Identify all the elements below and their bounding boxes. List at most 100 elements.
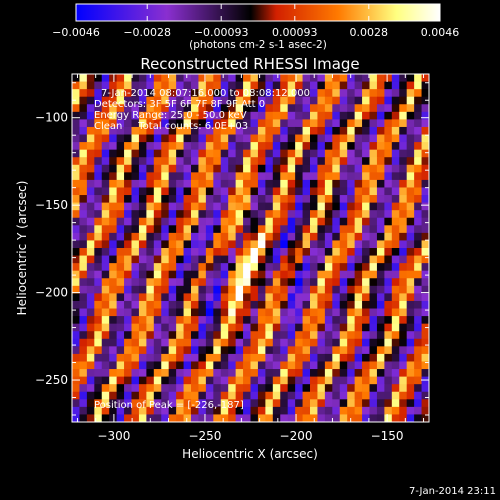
heatmap-cell bbox=[362, 255, 370, 264]
heatmap-cell bbox=[94, 293, 103, 302]
heatmap-cell bbox=[324, 119, 333, 128]
heatmap-cell bbox=[369, 187, 378, 196]
heatmap-cell bbox=[161, 255, 170, 264]
heatmap-cell bbox=[161, 104, 170, 113]
heatmap-cell bbox=[168, 149, 177, 158]
heatmap-cell bbox=[138, 164, 147, 173]
heatmap-cell bbox=[339, 225, 348, 234]
heatmap-cell bbox=[347, 323, 356, 332]
heatmap-cell bbox=[332, 323, 341, 332]
heatmap-cell bbox=[198, 391, 207, 400]
heatmap-cell bbox=[94, 232, 103, 241]
heatmap-cell bbox=[153, 353, 162, 362]
heatmap-cell bbox=[124, 369, 132, 378]
heatmap-cell bbox=[138, 255, 147, 264]
heatmap-cell bbox=[369, 89, 378, 98]
heatmap-cell bbox=[109, 263, 118, 272]
heatmap-cell bbox=[213, 331, 222, 340]
heatmap-cell bbox=[243, 369, 251, 378]
heatmap-cell bbox=[79, 96, 88, 105]
heatmap-cell bbox=[384, 119, 393, 128]
heatmap-cell bbox=[250, 142, 259, 151]
heatmap-cell bbox=[421, 119, 430, 128]
heatmap-cell bbox=[257, 369, 266, 378]
heatmap-cell bbox=[235, 210, 244, 219]
heatmap-cell bbox=[272, 369, 281, 378]
heatmap-cell bbox=[332, 376, 341, 385]
heatmap-cell bbox=[72, 157, 80, 166]
heatmap-cell bbox=[235, 187, 244, 196]
heatmap-cell bbox=[317, 179, 326, 188]
heatmap-cell bbox=[176, 346, 184, 355]
heatmap-image bbox=[72, 74, 430, 423]
heatmap-cell bbox=[257, 210, 266, 219]
heatmap-cell bbox=[391, 195, 400, 204]
heatmap-cell bbox=[376, 285, 385, 294]
heatmap-cell bbox=[399, 134, 408, 143]
heatmap-cell bbox=[272, 300, 281, 309]
heatmap-cell bbox=[94, 195, 103, 204]
heatmap-cell bbox=[79, 316, 88, 325]
heatmap-cell bbox=[191, 81, 199, 90]
heatmap-cell bbox=[384, 308, 393, 317]
heatmap-cell bbox=[138, 278, 147, 287]
heatmap-cell bbox=[94, 255, 103, 264]
heatmap-cell bbox=[295, 232, 303, 241]
heatmap-cell bbox=[191, 119, 199, 128]
heatmap-cell bbox=[399, 172, 408, 181]
heatmap-cell bbox=[109, 391, 118, 400]
heatmap-cell bbox=[228, 369, 237, 378]
heatmap-cell bbox=[161, 134, 170, 143]
heatmap-cell bbox=[280, 225, 289, 234]
heatmap-cell bbox=[228, 353, 237, 362]
heatmap-cell bbox=[228, 255, 237, 264]
heatmap-cell bbox=[324, 263, 333, 272]
heatmap-cell bbox=[347, 316, 356, 325]
heatmap-cell bbox=[243, 331, 251, 340]
heatmap-cell bbox=[384, 285, 393, 294]
heatmap-cell bbox=[250, 263, 259, 272]
heatmap-cell bbox=[86, 187, 95, 196]
heatmap-cell bbox=[250, 323, 259, 332]
heatmap-cell bbox=[168, 240, 177, 249]
heatmap-cell bbox=[324, 142, 333, 151]
heatmap-cell bbox=[153, 308, 162, 317]
heatmap-cell bbox=[354, 164, 363, 173]
heatmap-cell bbox=[339, 391, 348, 400]
heatmap-cell bbox=[302, 81, 311, 90]
heatmap-cell bbox=[109, 369, 118, 378]
heatmap-cell bbox=[391, 285, 400, 294]
heatmap-cell bbox=[376, 384, 385, 393]
heatmap-cell bbox=[332, 179, 341, 188]
heatmap-cell bbox=[399, 391, 408, 400]
heatmap-cell bbox=[72, 202, 80, 211]
heatmap-cell bbox=[376, 81, 385, 90]
heatmap-cell bbox=[228, 187, 237, 196]
heatmap-cell bbox=[265, 232, 274, 241]
heatmap-cell bbox=[302, 202, 311, 211]
heatmap-cell bbox=[183, 225, 192, 234]
heatmap-cell bbox=[198, 187, 207, 196]
heatmap-cell bbox=[347, 384, 356, 393]
heatmap-cell bbox=[339, 172, 348, 181]
heatmap-cell bbox=[250, 308, 259, 317]
heatmap-cell bbox=[191, 225, 199, 234]
heatmap-cell bbox=[146, 232, 155, 241]
heatmap-cell bbox=[265, 225, 274, 234]
heatmap-cell bbox=[205, 331, 214, 340]
heatmap-cell bbox=[391, 263, 400, 272]
heatmap-cell bbox=[272, 399, 281, 408]
heatmap-cell bbox=[116, 316, 125, 325]
heatmap-cell bbox=[168, 202, 177, 211]
heatmap-cell bbox=[265, 391, 274, 400]
heatmap-cell bbox=[265, 300, 274, 309]
heatmap-cell bbox=[176, 119, 184, 128]
heatmap-cell bbox=[317, 376, 326, 385]
heatmap-cell bbox=[138, 270, 147, 279]
heatmap-cell bbox=[86, 406, 95, 415]
heatmap-cell bbox=[310, 225, 318, 234]
heatmap-cell bbox=[131, 104, 140, 113]
annotation-counts: Clean Total counts: 6.0E+03 bbox=[94, 121, 248, 132]
heatmap-cell bbox=[406, 217, 415, 226]
heatmap-cell bbox=[399, 179, 408, 188]
